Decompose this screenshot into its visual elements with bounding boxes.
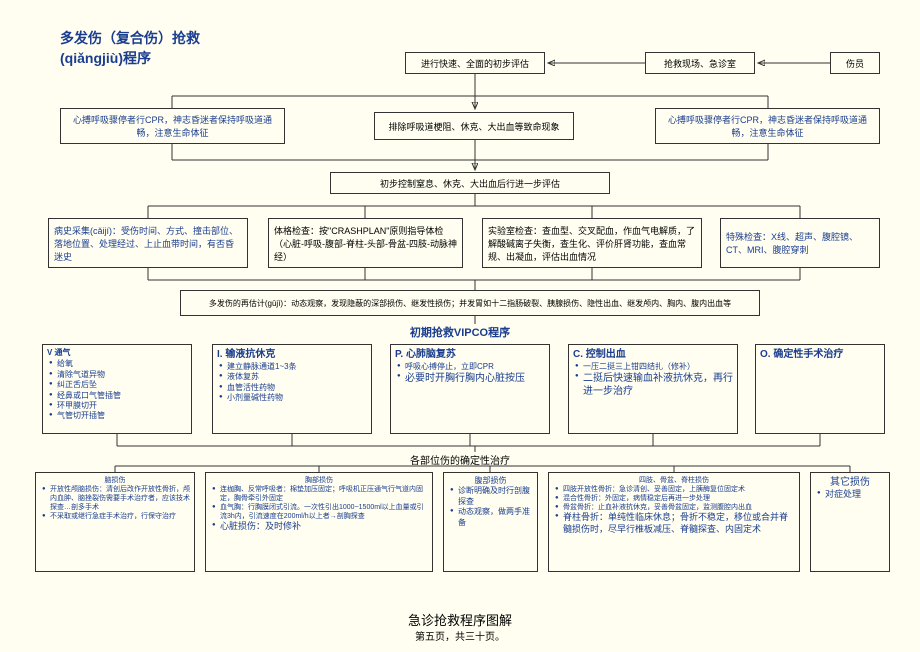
- txt-patient: 伤员: [846, 57, 864, 70]
- li3: 脊柱骨折：单纯性临床休息；骨折不稳定，移位或合并脊髓损伤时，尽早行椎板减压、脊髓…: [555, 512, 795, 535]
- site-chest: 胸部损伤 连枷胸、反常呼吸者：棉垫加压固定；呼吸机正压通气行气道内固定，胸骨牵引…: [205, 472, 433, 572]
- slide-title: 多发伤（复合伤）抢救 (qiǎngjiù)程序: [60, 28, 200, 68]
- vi2: 纠正舌后坠: [49, 380, 187, 390]
- limb-list: 四肢开放性骨折：急诊清创、妥善固定，上胰酶复位固定术 混合性骨折：外固定，病情稳…: [553, 485, 795, 536]
- ci1: 二挺后快速输血补液抗休克，再行进一步治疗: [575, 372, 733, 398]
- txt-r2l: 心搏呼吸骤停者行CPR，神志昏迷者保持呼吸道通畅，注意生命体征: [66, 113, 279, 139]
- txt-r4c: 实验室检查：查血型、交叉配血，作血气电解质，了解酸碱离子失衡，查生化、评价肝肾功…: [488, 224, 696, 263]
- txt-r4a: 病史采集(cǎijí)：受伤时间、方式、撞击部位、落地位置、处理经过、上止血带时…: [54, 224, 242, 263]
- chi0: 连枷胸、反常呼吸者：棉垫加压固定；呼吸机正压通气行气道内固定，胸骨牵引外固定: [212, 485, 428, 503]
- txt-site-title: 各部位伤的确定性治疗: [410, 456, 510, 467]
- vipco-V-list: 给氧 清除气道异物 纠正舌后坠 经鼻或口气管插管 环甲膜切开 气管切开插管: [47, 359, 187, 421]
- txt-r4d: 特殊检查：X线、超声、腹腔镜、CT、MRI、腹腔穿刺: [726, 230, 874, 256]
- pi1: 必要时开胸行胸内心脏按压: [397, 372, 545, 385]
- pi0: 呼吸心搏停止，立即CPR: [397, 362, 545, 372]
- vi1: 清除气道异物: [49, 370, 187, 380]
- chi1: 血气胸：行胸膜闭式引流。一次性引出1000~1500ml以上血量或引流3h内，引…: [212, 503, 428, 521]
- txt-r2r: 心搏呼吸骤停者行CPR，神志昏迷者保持呼吸道通畅，注意生命体征: [661, 113, 874, 139]
- title-line1: 多发伤（复合伤）抢救: [60, 28, 200, 48]
- vipco-P: P. 心肺脑复苏 呼吸心搏停止，立即CPR 必要时开胸行胸内心脏按压: [390, 344, 550, 434]
- vipco-O: O. 确定性手术治疗: [755, 344, 885, 434]
- site-abdomen: 腹部损伤 诊断明确及时行剖腹探查 动态观察，做两手准备: [443, 472, 538, 572]
- bi1: 不采取或继行急症手术治疗，行保守治疗: [42, 512, 190, 521]
- ai0: 诊断明确及时行剖腹探查: [450, 486, 533, 507]
- ii2: 血管活性药物: [219, 383, 367, 393]
- ai1: 动态观察，做两手准备: [450, 507, 533, 528]
- txt-r4b: 体格检查：按"CRASHPLAN"原则指导体检（心脏-呼吸-腹部-脊柱-头部-骨…: [274, 224, 457, 263]
- vipco-C-list: 一压二挺三上钳四结扎（修补） 二挺后快速输血补液抗休克，再行进一步治疗: [573, 362, 733, 398]
- box-row2-right: 心搏呼吸骤停者行CPR，神志昏迷者保持呼吸道通畅，注意生命体征: [655, 108, 880, 144]
- vipco-P-title: P. 心肺脑复苏: [395, 348, 545, 361]
- vipco-C: C. 控制出血 一压二挺三上钳四结扎（修补） 二挺后快速输血补液抗休克，再行进一…: [568, 344, 738, 434]
- ft: 急诊抢救程序图解: [408, 613, 512, 628]
- site-brain: 脑损伤 开放性颅脑损伤：清创后改作开放性骨折，颅内血肿、脑挫裂伤需要手术治疗者，…: [35, 472, 195, 572]
- box-patient: 伤员: [830, 52, 880, 74]
- box-row3: 初步控制窒息、休克、大出血后行进一步评估: [330, 172, 610, 194]
- ii3: 小剂量碱性药物: [219, 393, 367, 403]
- vipco-C-title: C. 控制出血: [573, 348, 733, 361]
- box-lab: 实验室检查：查血型、交叉配血，作血气电解质，了解酸碱离子失衡，查生化、评价肝肾功…: [482, 218, 702, 268]
- vi5: 气管切开插管: [49, 411, 187, 421]
- footer-page: 第五页，共三十页。: [0, 628, 920, 643]
- vi4: 环甲膜切开: [49, 401, 187, 411]
- fp: 第五页，共三十页。: [415, 632, 505, 643]
- txt-scene: 抢救现场、急诊室: [664, 57, 736, 70]
- vipco-I-list: 建立静脉通道1~3条 液体复苏 血管活性药物 小剂量碱性药物: [217, 362, 367, 404]
- chi2: 心脏损伤：及时修补: [212, 521, 428, 533]
- box-row2-left: 心搏呼吸骤停者行CPR，神志昏迷者保持呼吸道通畅，注意生命体征: [60, 108, 285, 144]
- box-history: 病史采集(cǎijí)：受伤时间、方式、撞击部位、落地位置、处理经过、上止血带时…: [48, 218, 248, 268]
- abd-title: 腹部损伤: [448, 476, 533, 486]
- vipco-V: V 通气 给氧 清除气道异物 纠正舌后坠 经鼻或口气管插管 环甲膜切开 气管切开…: [42, 344, 192, 434]
- brain-list: 开放性颅脑损伤：清创后改作开放性骨折，颅内血肿、脑挫裂伤需要手术治疗者，应该技术…: [40, 485, 190, 521]
- txt-r2m: 排除呼吸道梗阻、休克、大出血等致命现象: [388, 120, 559, 133]
- li1: 混合性骨折：外固定，病情稳定后再进一步处理: [555, 494, 795, 503]
- other-list: 对症处理: [815, 489, 885, 501]
- vipco-I: I. 输液抗休克 建立静脉通道1~3条 液体复苏 血管活性药物 小剂量碱性药物: [212, 344, 372, 434]
- box-reassess: 多发伤的再估计(gūjì)：动态观察，发现隐蔽的深部损伤、继发性损伤；并发胃如十…: [180, 290, 760, 316]
- chest-list: 连枷胸、反常呼吸者：棉垫加压固定；呼吸机正压通气行气道内固定，胸骨牵引外固定 血…: [210, 485, 428, 533]
- bi0: 开放性颅脑损伤：清创后改作开放性骨折，颅内血肿、脑挫裂伤需要手术治疗者，应该技术…: [42, 485, 190, 512]
- abd-list: 诊断明确及时行剖腹探查 动态观察，做两手准备: [448, 486, 533, 528]
- site-other: 其它损伤 对症处理: [810, 472, 890, 572]
- site-title: 各部位伤的确定性治疗: [0, 452, 920, 467]
- vi3: 经鼻或口气管插管: [49, 391, 187, 401]
- box-scene: 抢救现场、急诊室: [645, 52, 755, 74]
- limb-title: 四肢、骨盆、脊柱损伤: [553, 476, 795, 485]
- txt-vipco-title: 初期抢救VIPCO程序: [410, 327, 510, 339]
- oi0: 对症处理: [817, 489, 885, 501]
- site-limb: 四肢、骨盆、脊柱损伤 四肢开放性骨折：急诊清创、妥善固定，上胰酶复位固定术 混合…: [548, 472, 800, 572]
- ci0: 一压二挺三上钳四结扎（修补）: [575, 362, 733, 372]
- brain-title: 脑损伤: [40, 476, 190, 485]
- box-special: 特殊检查：X线、超声、腹腔镜、CT、MRI、腹腔穿刺: [720, 218, 880, 268]
- vi0: 给氧: [49, 359, 187, 369]
- ii0: 建立静脉通道1~3条: [219, 362, 367, 372]
- other-title: 其它损伤: [815, 476, 885, 489]
- li2: 骨盆骨折：止血补液抗休克，妥善骨盆固定，监测腹腔内出血: [555, 503, 795, 512]
- vipco-O-title: O. 确定性手术治疗: [760, 348, 880, 361]
- txt-evaluate: 进行快速、全面的初步评估: [421, 57, 529, 70]
- box-evaluate: 进行快速、全面的初步评估: [405, 52, 545, 74]
- li0: 四肢开放性骨折：急诊清创、妥善固定，上胰酶复位固定术: [555, 485, 795, 494]
- footer-title: 急诊抢救程序图解: [0, 610, 920, 629]
- vipco-I-title: I. 输液抗休克: [217, 348, 367, 361]
- txt-reassess: 多发伤的再估计(gūjì)：动态观察，发现隐蔽的深部损伤、继发性损伤；并发胃如十…: [209, 298, 731, 309]
- vipco-title: 初期抢救VIPCO程序: [0, 324, 920, 340]
- vipco-P-list: 呼吸心搏停止，立即CPR 必要时开胸行胸内心脏按压: [395, 362, 545, 385]
- vipco-V-title: V 通气: [47, 348, 187, 358]
- txt-r3: 初步控制窒息、休克、大出血后行进一步评估: [380, 177, 560, 190]
- box-exam: 体格检查：按"CRASHPLAN"原则指导体检（心脏-呼吸-腹部-脊柱-头部-骨…: [268, 218, 463, 268]
- box-row2-mid: 排除呼吸道梗阻、休克、大出血等致命现象: [374, 112, 574, 140]
- title-line2: (qiǎngjiù)程序: [60, 48, 200, 68]
- chest-title: 胸部损伤: [210, 476, 428, 485]
- ii1: 液体复苏: [219, 372, 367, 382]
